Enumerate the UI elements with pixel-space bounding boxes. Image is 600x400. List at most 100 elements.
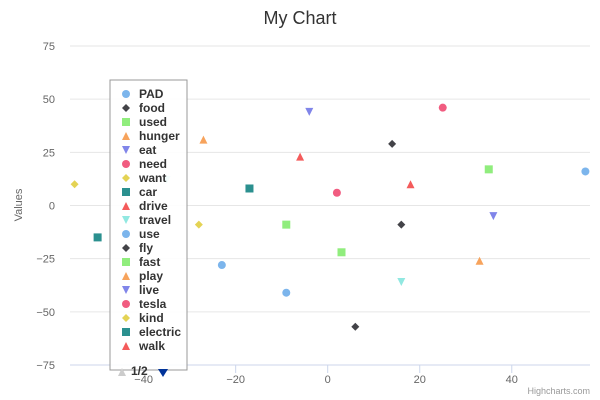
x-tick-label: 0 (325, 374, 331, 386)
x-tick-label: 20 (414, 374, 426, 386)
legend-item-travel[interactable]: travel (122, 213, 171, 227)
legend-symbol-fly[interactable] (122, 244, 130, 252)
data-point-used[interactable] (337, 248, 346, 257)
y-tick-label: −50 (36, 307, 55, 319)
legend-symbol-want[interactable] (122, 174, 130, 182)
legend-label[interactable]: fly (139, 241, 153, 255)
legend-item-electric[interactable]: electric (122, 325, 181, 339)
legend-label[interactable]: kind (139, 311, 164, 325)
legend-symbol-drive[interactable] (122, 202, 130, 210)
data-point-car[interactable] (245, 184, 254, 193)
data-point-eat[interactable] (489, 212, 498, 221)
legend-symbol-PAD[interactable] (122, 90, 130, 98)
legend-item-want[interactable]: want (122, 171, 166, 185)
legend-label[interactable]: play (139, 269, 163, 283)
legend-item-hunger[interactable]: hunger (122, 129, 180, 143)
x-tick-label: −40 (134, 374, 153, 386)
legend-label[interactable]: use (139, 227, 160, 241)
legend-label[interactable]: live (139, 283, 159, 297)
y-tick-label: 75 (43, 41, 55, 53)
legend-symbol-used[interactable] (122, 118, 130, 126)
legend-items: PADfoodusedhungereatneedwantcardrivetrav… (122, 87, 181, 353)
legend-label[interactable]: travel (139, 213, 171, 227)
legend-item-kind[interactable]: kind (122, 311, 164, 325)
legend-item-need[interactable]: need (122, 157, 167, 171)
legend-symbol-play[interactable] (122, 272, 130, 280)
y-axis-ticks: 75 50 25 0 −25 −50 −75 (36, 41, 55, 372)
y-tick-label: 0 (49, 201, 55, 213)
legend-symbol-eat[interactable] (122, 146, 130, 154)
legend-label[interactable]: tesla (139, 297, 167, 311)
data-point-food[interactable] (351, 322, 360, 331)
data-point-hunger[interactable] (199, 135, 208, 144)
legend-item-play[interactable]: play (122, 269, 163, 283)
legend-symbol-walk[interactable] (122, 342, 130, 350)
data-point-eat[interactable] (305, 107, 314, 116)
legend-item-use[interactable]: use (122, 227, 160, 241)
data-point-need[interactable] (438, 103, 447, 112)
data-point-food[interactable] (388, 139, 397, 148)
data-point-want[interactable] (70, 180, 79, 189)
legend-label[interactable]: used (139, 115, 167, 129)
legend-page-up-icon[interactable] (118, 368, 126, 376)
legend-item-eat[interactable]: eat (122, 143, 156, 157)
legend: PADfoodusedhungereatneedwantcardrivetrav… (109, 79, 188, 378)
data-point-hunger[interactable] (475, 256, 484, 265)
credits[interactable]: Highcharts.com (527, 386, 590, 396)
legend-label[interactable]: walk (138, 339, 165, 353)
data-point-PAD[interactable] (282, 288, 291, 297)
legend-symbol-food[interactable] (122, 104, 130, 112)
legend-item-walk[interactable]: walk (122, 339, 165, 353)
legend-label[interactable]: food (139, 101, 165, 115)
data-point-used[interactable] (484, 165, 493, 174)
legend-symbol-tesla[interactable] (122, 300, 130, 308)
legend-item-PAD[interactable]: PAD (122, 87, 164, 101)
legend-item-fast[interactable]: fast (122, 255, 160, 269)
data-point-car[interactable] (93, 233, 102, 242)
y-tick-label: −75 (36, 360, 55, 372)
legend-page-down-icon[interactable] (158, 369, 168, 377)
legend-item-live[interactable]: live (122, 283, 159, 297)
x-tick-label: 40 (506, 374, 518, 386)
legend-item-food[interactable]: food (122, 101, 165, 115)
legend-symbol-live[interactable] (122, 286, 130, 294)
legend-item-tesla[interactable]: tesla (122, 297, 167, 311)
legend-item-fly[interactable]: fly (122, 241, 153, 255)
data-point-food[interactable] (397, 220, 406, 229)
legend-symbol-need[interactable] (122, 160, 130, 168)
legend-label[interactable]: want (138, 171, 166, 185)
legend-label[interactable]: car (139, 185, 157, 199)
legend-item-car[interactable]: car (122, 185, 157, 199)
legend-label[interactable]: need (139, 157, 167, 171)
y-tick-label: 25 (43, 147, 55, 159)
legend-symbol-travel[interactable] (122, 216, 130, 224)
legend-item-used[interactable]: used (122, 115, 167, 129)
data-point-used[interactable] (282, 220, 291, 229)
data-point-PAD[interactable] (581, 167, 590, 176)
data-point-need[interactable] (332, 188, 341, 197)
legend-label[interactable]: hunger (139, 129, 180, 143)
chart-title: My Chart (263, 8, 336, 28)
legend-symbol-fast[interactable] (122, 258, 130, 266)
data-point-want[interactable] (194, 220, 203, 229)
legend-symbol-kind[interactable] (122, 314, 130, 322)
legend-symbol-hunger[interactable] (122, 132, 130, 140)
legend-symbol-use[interactable] (122, 230, 130, 238)
legend-item-drive[interactable]: drive (122, 199, 168, 213)
legend-label[interactable]: drive (139, 199, 168, 213)
data-point-drive[interactable] (296, 152, 305, 161)
legend-symbol-car[interactable] (122, 188, 130, 196)
legend-box (109, 79, 188, 371)
x-axis-ticks: −40 −20 0 20 40 (134, 365, 518, 386)
legend-label[interactable]: PAD (139, 87, 164, 101)
legend-symbol-electric[interactable] (122, 328, 130, 336)
data-point-PAD[interactable] (217, 261, 226, 270)
data-point-drive[interactable] (406, 180, 415, 189)
y-tick-label: 50 (43, 94, 55, 106)
data-point-travel[interactable] (397, 278, 406, 287)
legend-label[interactable]: fast (139, 255, 160, 269)
legend-label[interactable]: electric (139, 325, 181, 339)
legend-label[interactable]: eat (139, 143, 156, 157)
